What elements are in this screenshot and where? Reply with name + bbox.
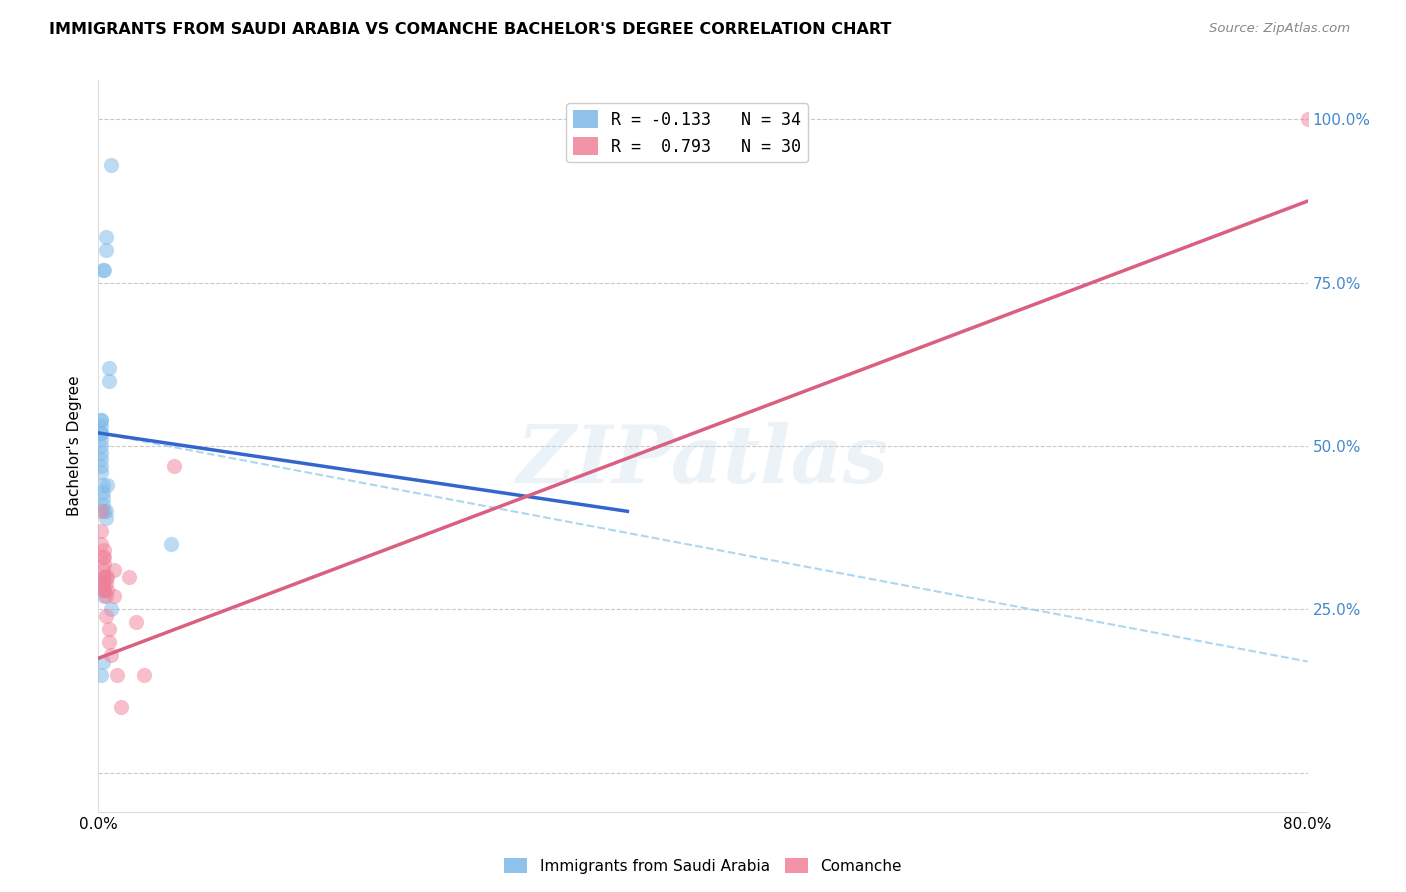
Point bbox=[125, 615, 148, 630]
Point bbox=[96, 478, 118, 492]
Text: ZIPatlas: ZIPatlas bbox=[517, 422, 889, 500]
Point bbox=[90, 439, 112, 453]
Point bbox=[90, 667, 112, 681]
Point bbox=[94, 243, 117, 257]
Point bbox=[118, 569, 141, 583]
Point bbox=[91, 582, 114, 597]
Point bbox=[98, 374, 121, 388]
Point bbox=[93, 589, 115, 603]
Point bbox=[1296, 112, 1319, 127]
Point bbox=[160, 537, 183, 551]
Point bbox=[105, 667, 128, 681]
Y-axis label: Bachelor's Degree: Bachelor's Degree bbox=[67, 376, 83, 516]
Point bbox=[93, 557, 115, 571]
Point bbox=[91, 576, 114, 591]
Point bbox=[98, 635, 121, 649]
Point bbox=[94, 589, 117, 603]
Point bbox=[91, 549, 114, 564]
Point bbox=[90, 452, 112, 467]
Point bbox=[93, 262, 115, 277]
Point bbox=[94, 504, 117, 518]
Legend: Immigrants from Saudi Arabia, Comanche: Immigrants from Saudi Arabia, Comanche bbox=[498, 852, 908, 880]
Point bbox=[94, 230, 117, 244]
Point bbox=[91, 563, 114, 577]
Point bbox=[91, 491, 114, 506]
Point bbox=[90, 445, 112, 459]
Point bbox=[90, 537, 112, 551]
Point bbox=[90, 425, 112, 440]
Point bbox=[90, 419, 112, 434]
Point bbox=[90, 504, 112, 518]
Point bbox=[90, 433, 112, 447]
Point bbox=[91, 484, 114, 499]
Point bbox=[98, 622, 121, 636]
Point bbox=[90, 524, 112, 538]
Point bbox=[91, 498, 114, 512]
Point bbox=[93, 549, 115, 564]
Point bbox=[93, 543, 115, 558]
Point bbox=[96, 582, 118, 597]
Point bbox=[94, 576, 117, 591]
Point bbox=[91, 569, 114, 583]
Point bbox=[163, 458, 186, 473]
Point bbox=[93, 582, 115, 597]
Point bbox=[103, 563, 125, 577]
Point bbox=[94, 569, 117, 583]
Point bbox=[91, 576, 114, 591]
Point bbox=[103, 589, 125, 603]
Point bbox=[91, 478, 114, 492]
Point bbox=[91, 262, 114, 277]
Point bbox=[110, 700, 132, 714]
Text: Source: ZipAtlas.com: Source: ZipAtlas.com bbox=[1209, 22, 1350, 36]
Text: IMMIGRANTS FROM SAUDI ARABIA VS COMANCHE BACHELOR'S DEGREE CORRELATION CHART: IMMIGRANTS FROM SAUDI ARABIA VS COMANCHE… bbox=[49, 22, 891, 37]
Point bbox=[132, 667, 155, 681]
Point bbox=[93, 582, 115, 597]
Point bbox=[100, 602, 122, 616]
Point bbox=[94, 511, 117, 525]
Point bbox=[90, 458, 112, 473]
Point bbox=[100, 158, 122, 172]
Point bbox=[90, 413, 112, 427]
Point bbox=[91, 569, 114, 583]
Point bbox=[91, 655, 114, 669]
Point bbox=[90, 413, 112, 427]
Point bbox=[90, 465, 112, 479]
Point bbox=[93, 504, 115, 518]
Point bbox=[100, 648, 122, 662]
Point bbox=[96, 569, 118, 583]
Point bbox=[98, 360, 121, 375]
Legend: R = -0.133   N = 34, R =  0.793   N = 30: R = -0.133 N = 34, R = 0.793 N = 30 bbox=[567, 103, 808, 162]
Point bbox=[94, 608, 117, 623]
Point bbox=[90, 425, 112, 440]
